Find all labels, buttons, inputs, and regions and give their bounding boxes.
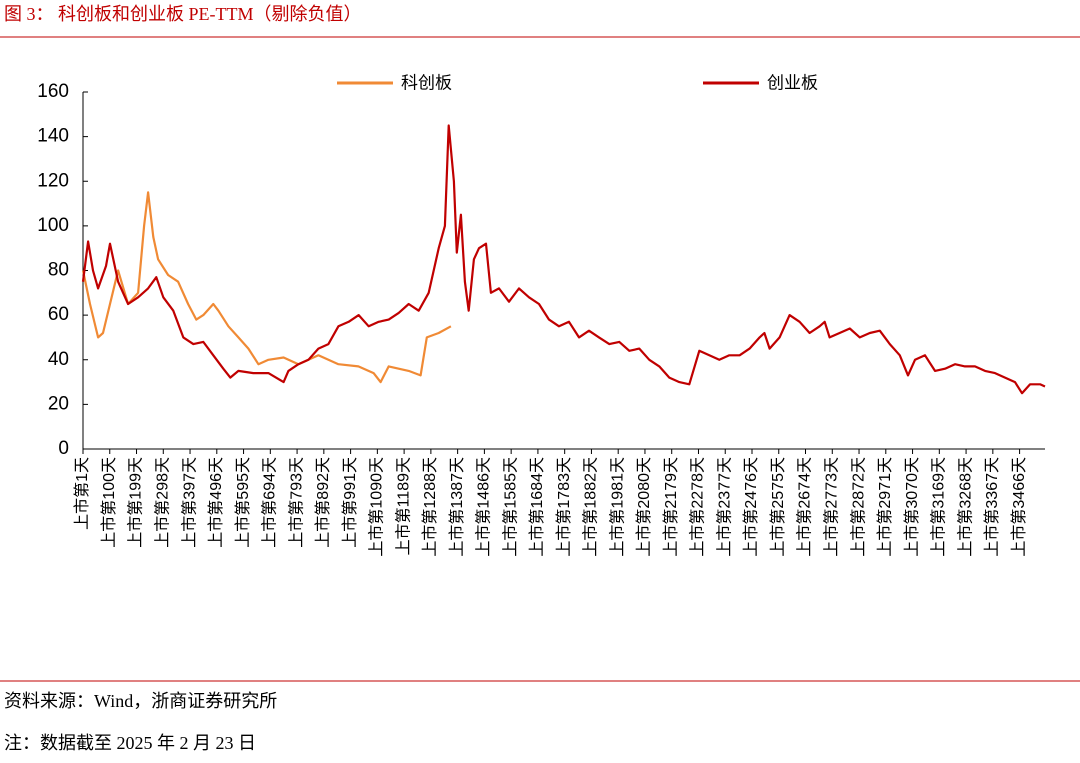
x-tick-label: 上市第1783天 [555,457,573,557]
x-tick-label: 上市第100天 [100,457,118,548]
x-tick-label: 上市第1天 [73,457,91,530]
x-tick-label: 上市第2179天 [662,457,680,557]
x-tick-label: 上市第2278天 [689,457,707,557]
y-tick-label: 60 [48,304,69,325]
x-tick-label: 上市第1189天 [394,457,412,555]
x-tick-label: 上市第1981天 [608,457,626,557]
x-tick-label: 上市第595天 [234,457,252,548]
legend-label: 创业板 [767,73,818,92]
y-tick-label: 100 [37,215,69,236]
x-tick-label: 上市第3268天 [956,457,974,557]
x-tick-label: 上市第397天 [180,457,198,548]
series-line [81,124,1046,395]
x-tick-label: 上市第2674天 [796,457,814,557]
y-tick-label: 80 [48,260,69,281]
x-tick-label: 上市第793天 [287,457,305,548]
x-tick-label: 上市第991天 [341,457,359,548]
x-tick-label: 上市第3367天 [983,457,1001,557]
y-tick-label: 0 [58,438,69,459]
x-tick-label: 上市第2575天 [769,457,787,557]
x-tick-label: 上市第2377天 [715,457,733,557]
x-tick-label: 上市第3169天 [930,457,948,557]
x-tick-label: 上市第199天 [127,457,145,548]
x-tick-label: 上市第2872天 [849,457,867,557]
x-tick-label: 上市第892天 [314,457,332,548]
x-tick-label: 上市第694天 [261,457,279,548]
series-line [81,191,452,384]
x-tick-label: 上市第2476天 [742,457,760,557]
x-tick-label: 上市第298天 [153,457,171,548]
y-tick-label: 120 [37,170,69,191]
x-tick-label: 上市第1288天 [421,457,439,557]
x-tick-label: 上市第1585天 [501,457,519,557]
x-tick-label: 上市第2080天 [635,457,653,557]
x-tick-label: 上市第2971天 [876,457,894,557]
x-tick-label: 上市第496天 [207,457,225,548]
chart-title: 图 3： 科创板和创业板 PE-TTM（剔除负值） [4,4,362,24]
x-tick-label: 上市第1684天 [528,457,546,557]
source: 资料来源：Wind，浙商证券研究所 [4,691,277,711]
x-tick-label: 上市第3466天 [1010,457,1028,557]
y-tick-label: 140 [37,126,69,147]
x-tick-label: 上市第1387天 [448,457,466,557]
x-tick-label: 上市第1882天 [582,457,600,557]
y-tick-label: 160 [37,81,69,102]
y-tick-label: 40 [48,349,69,370]
x-tick-label: 上市第2773天 [822,457,840,557]
legend-label: 科创板 [401,73,452,92]
x-tick-label: 上市第3070天 [903,457,921,557]
x-tick-label: 上市第1486天 [475,457,493,557]
y-tick-label: 20 [48,393,69,414]
note: 注：数据截至 2025 年 2 月 23 日 [4,733,256,753]
x-tick-label: 上市第1090天 [368,457,386,557]
